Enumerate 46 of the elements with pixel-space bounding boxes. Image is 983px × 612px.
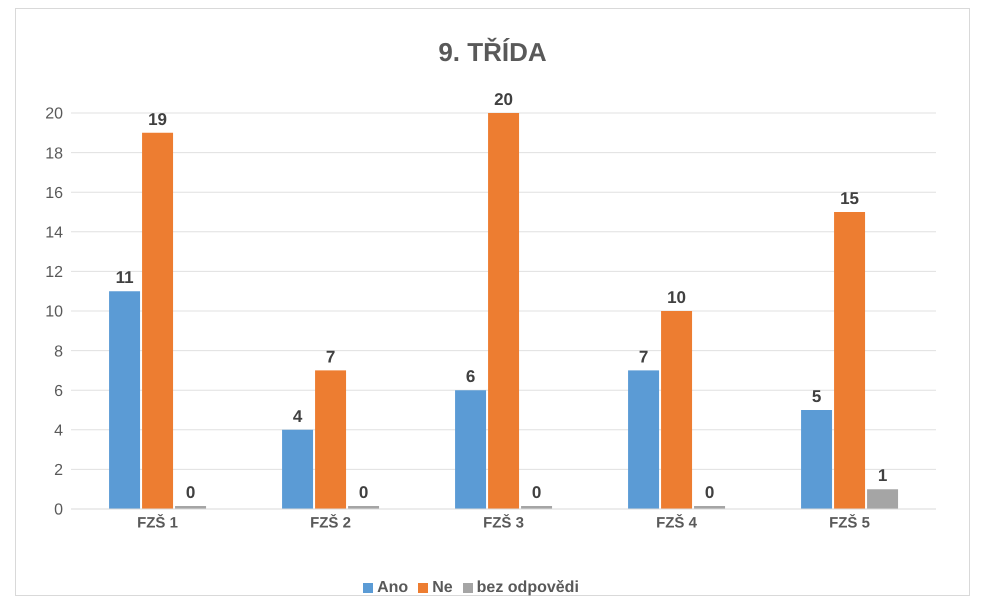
data-label: 0 xyxy=(704,483,714,502)
data-label: 10 xyxy=(667,288,686,307)
y-tick-label: 12 xyxy=(45,264,64,282)
y-tick-label: 14 xyxy=(45,224,64,242)
chart-title: 9. TŘÍDA xyxy=(437,36,548,69)
data-label: 15 xyxy=(840,189,860,208)
data-label: 0 xyxy=(532,483,542,502)
y-tick-label: 16 xyxy=(45,184,64,202)
data-label: 20 xyxy=(494,90,514,109)
data-label: 4 xyxy=(292,406,303,426)
bar xyxy=(867,489,898,509)
bar xyxy=(834,212,866,509)
bar xyxy=(109,291,140,509)
y-tick-label: 10 xyxy=(45,304,64,321)
y-tick-label: 0 xyxy=(54,502,64,519)
y-tick-label: 6 xyxy=(54,382,64,400)
legend-label: Ne xyxy=(432,579,453,596)
bar xyxy=(628,370,660,509)
data-label: 6 xyxy=(466,367,476,386)
bar xyxy=(315,370,346,509)
y-tick-label: 18 xyxy=(45,145,64,162)
bar xyxy=(801,410,832,509)
data-label: 5 xyxy=(812,387,822,406)
bar xyxy=(142,132,174,509)
y-tick-label: 8 xyxy=(54,343,64,360)
y-tick-label: 2 xyxy=(54,462,64,480)
data-label: 7 xyxy=(638,347,648,366)
data-label: 1 xyxy=(878,466,888,486)
x-tick-label: FZŠ 3 xyxy=(483,514,524,532)
x-tick-label: FZŠ 5 xyxy=(829,514,870,532)
x-tick-label: FZŠ 1 xyxy=(137,514,178,532)
bar xyxy=(661,311,692,509)
data-label: 0 xyxy=(358,483,368,502)
y-tick-label: 20 xyxy=(45,106,64,123)
data-label: 11 xyxy=(116,268,134,288)
x-tick-label: FZŠ 4 xyxy=(656,514,698,532)
legend-label: Ano xyxy=(377,579,408,596)
bar xyxy=(455,390,486,509)
bar xyxy=(282,430,314,509)
data-label: 0 xyxy=(186,483,196,502)
y-tick-label: 4 xyxy=(54,422,64,440)
data-label: 7 xyxy=(326,347,336,366)
legend-label: bez odpovědi xyxy=(476,579,579,596)
data-label: 19 xyxy=(148,110,168,129)
x-tick-label: FZŠ 2 xyxy=(310,514,351,532)
bar xyxy=(488,113,520,509)
